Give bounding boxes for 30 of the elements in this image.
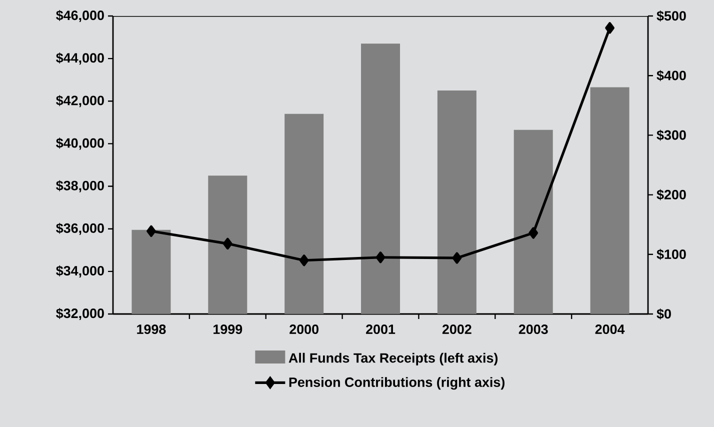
y-tick-label: $36,000 bbox=[56, 222, 104, 235]
y2-tick-label: $200 bbox=[656, 189, 686, 200]
y-tick-label: $46,000 bbox=[56, 10, 104, 22]
x-tick-label: 2001 bbox=[366, 324, 396, 334]
y-tick-label: $44,000 bbox=[56, 52, 104, 65]
x-tick-label: 2003 bbox=[518, 324, 548, 334]
point bbox=[605, 22, 614, 34]
point bbox=[528, 227, 538, 239]
point bbox=[452, 252, 462, 264]
y-tick-label: $40,000 bbox=[56, 138, 104, 150]
y-tick-label: $34,000 bbox=[56, 265, 104, 278]
legend-label: All Funds Tax Receipts (left axis) bbox=[288, 352, 498, 366]
y2-tick-label: $100 bbox=[656, 248, 686, 260]
y-tick-label: $32,000 bbox=[56, 308, 104, 320]
point bbox=[376, 252, 386, 264]
x-tick-label: 2002 bbox=[442, 324, 472, 334]
point bbox=[222, 238, 232, 250]
legend-label: Pension Contributions (right axis) bbox=[289, 377, 504, 390]
x-tick-label: 1999 bbox=[214, 324, 242, 334]
point bbox=[299, 254, 309, 266]
y2-tick-label: $400 bbox=[656, 70, 686, 82]
x-tick-label: 2004 bbox=[595, 324, 625, 334]
y2-tick-label: $300 bbox=[656, 130, 686, 141]
point bbox=[146, 225, 156, 237]
y-tick-label: $38,000 bbox=[56, 180, 104, 192]
y2-tick-label: $0 bbox=[656, 308, 671, 320]
y2-tick-label: $500 bbox=[656, 10, 686, 22]
x-tick-label: 1998 bbox=[137, 324, 166, 334]
y-tick-label: $42,000 bbox=[56, 95, 104, 108]
x-tick-label: 2000 bbox=[290, 324, 318, 334]
